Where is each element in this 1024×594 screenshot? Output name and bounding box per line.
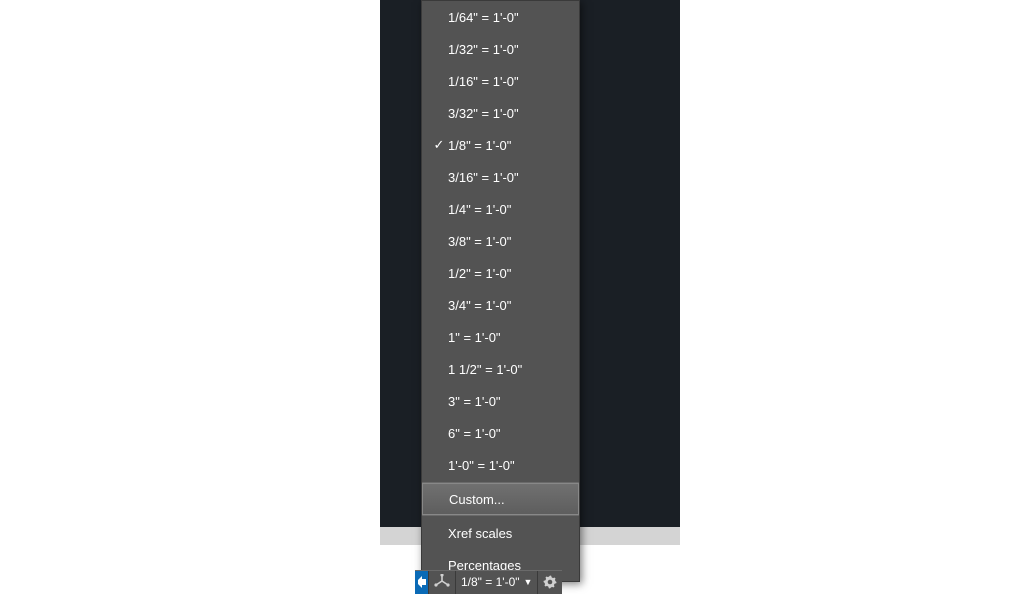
- menu-item-scale[interactable]: 1/64" = 1'-0": [422, 1, 579, 33]
- isometric-icon: [434, 574, 450, 590]
- scale-label: 6" = 1'-0": [448, 426, 501, 441]
- current-scale-label: 1/8" = 1'-0": [461, 575, 520, 589]
- scale-label: 1 1/2" = 1'-0": [448, 362, 522, 377]
- menu-separator: [422, 515, 579, 516]
- scale-label: 3/16" = 1'-0": [448, 170, 519, 185]
- menu-item-scale[interactable]: ✓1/8" = 1'-0": [422, 129, 579, 161]
- menu-item-scale[interactable]: 3/8" = 1'-0": [422, 225, 579, 257]
- menu-item-scale[interactable]: 1/16" = 1'-0": [422, 65, 579, 97]
- menu-item-scale[interactable]: 1'-0" = 1'-0": [422, 449, 579, 481]
- scale-label: 3/4" = 1'-0": [448, 298, 511, 313]
- menu-item-scale[interactable]: 1 1/2" = 1'-0": [422, 353, 579, 385]
- menu-item-custom[interactable]: Custom...: [422, 483, 579, 515]
- scale-label: 1" = 1'-0": [448, 330, 501, 345]
- scale-label: 1/8" = 1'-0": [448, 138, 511, 153]
- scale-label: 1/4" = 1'-0": [448, 202, 511, 217]
- menu-item-scale[interactable]: 1/4" = 1'-0": [422, 193, 579, 225]
- status-button-annotation-scale[interactable]: 1/8" = 1'-0" ▼: [456, 571, 538, 594]
- annotation-scale-menu: 1/64" = 1'-0" 1/32" = 1'-0" 1/16" = 1'-0" 3…: [421, 0, 580, 582]
- menu-item-scale[interactable]: 1" = 1'-0": [422, 321, 579, 353]
- checkmark-icon: ✓: [430, 137, 448, 153]
- menu-item-scale[interactable]: 1/32" = 1'-0": [422, 33, 579, 65]
- workspace-icon: [418, 576, 426, 588]
- scale-label: 3/8" = 1'-0": [448, 234, 511, 249]
- status-button-workspace[interactable]: [415, 571, 429, 594]
- menu-item-scale[interactable]: 3/32" = 1'-0": [422, 97, 579, 129]
- menu-item-scale[interactable]: 3/4" = 1'-0": [422, 289, 579, 321]
- menu-item-scale[interactable]: 3" = 1'-0": [422, 385, 579, 417]
- scale-label: 3/32" = 1'-0": [448, 106, 519, 121]
- scale-label: 1'-0" = 1'-0": [448, 458, 515, 473]
- status-button-isometric[interactable]: [429, 571, 456, 594]
- menu-item-scale[interactable]: 1/2" = 1'-0": [422, 257, 579, 289]
- xref-label: Xref scales: [448, 526, 512, 541]
- scale-label: 3" = 1'-0": [448, 394, 501, 409]
- chevron-down-icon: ▼: [524, 577, 533, 587]
- custom-label: Custom...: [449, 492, 505, 507]
- status-button-customization[interactable]: [538, 571, 562, 594]
- scale-label: 1/32" = 1'-0": [448, 42, 519, 57]
- menu-item-scale[interactable]: 6" = 1'-0": [422, 417, 579, 449]
- scale-label: 1/16" = 1'-0": [448, 74, 519, 89]
- scale-label: 1/2" = 1'-0": [448, 266, 511, 281]
- gear-icon: [543, 575, 557, 589]
- menu-item-xref-scales[interactable]: Xref scales: [422, 517, 579, 549]
- scale-label: 1/64" = 1'-0": [448, 10, 519, 25]
- status-bar: 1/8" = 1'-0" ▼: [415, 570, 562, 593]
- menu-item-scale[interactable]: 3/16" = 1'-0": [422, 161, 579, 193]
